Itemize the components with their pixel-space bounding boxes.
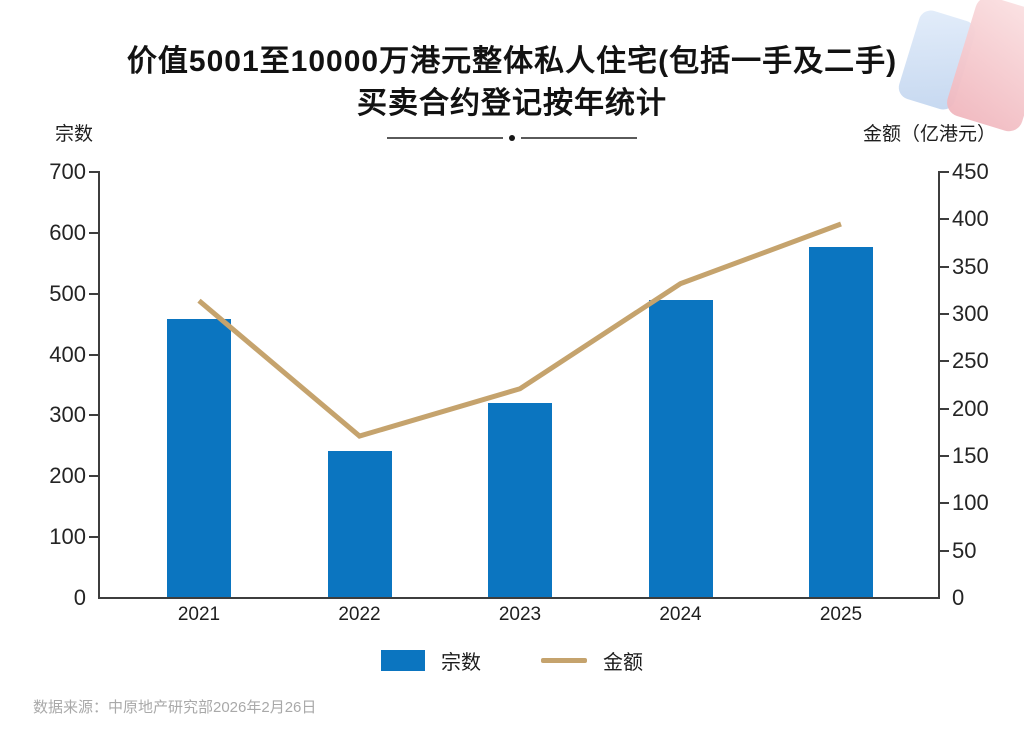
right-axis-title: 金额（亿港元） bbox=[862, 124, 996, 145]
right-tick-100 bbox=[940, 502, 949, 505]
x-label-2025: 2025 bbox=[819, 604, 863, 625]
right-tick-label-250: 250 bbox=[952, 348, 989, 374]
left-tick-label-200: 200 bbox=[49, 463, 86, 489]
legend: 宗数 金额 bbox=[0, 646, 1024, 675]
chart-title-line1: 价值5001至10000万港元整体私人住宅(包括一手及二手) bbox=[126, 45, 898, 78]
bar-2025 bbox=[809, 247, 873, 597]
x-label-2021: 2021 bbox=[177, 604, 221, 625]
bar-2024 bbox=[648, 300, 713, 597]
left-tick-600 bbox=[89, 231, 98, 234]
right-tick-label-300: 300 bbox=[952, 301, 989, 326]
left-axis-spine bbox=[98, 171, 100, 599]
right-tick-450 bbox=[940, 171, 949, 173]
right-tick-label-400: 400 bbox=[952, 206, 989, 232]
left-tick-300 bbox=[89, 414, 98, 417]
right-tick-400 bbox=[940, 218, 949, 221]
right-tick-label-200: 200 bbox=[952, 395, 989, 421]
left-tick-label-100: 100 bbox=[49, 524, 86, 550]
amount-line-swatch-icon bbox=[541, 658, 587, 663]
right-axis-spine bbox=[938, 171, 940, 599]
right-tick-label-100: 100 bbox=[952, 490, 989, 516]
right-tick-200 bbox=[940, 407, 949, 410]
bar-2023 bbox=[488, 403, 552, 597]
divider-line-left bbox=[387, 136, 503, 140]
chart-title-line2: 买卖合约登记按年统计 bbox=[357, 87, 667, 120]
left-tick-200 bbox=[89, 475, 98, 478]
right-tick-150 bbox=[940, 455, 949, 457]
legend-amount-label: 金额 bbox=[603, 652, 643, 674]
divider-dot bbox=[509, 135, 515, 141]
legend-item-cases: 宗数 bbox=[381, 646, 481, 675]
left-tick-label-700: 700 bbox=[49, 159, 86, 184]
right-tick-50 bbox=[940, 549, 949, 552]
legend-cases-label: 宗数 bbox=[441, 652, 481, 674]
left-tick-label-600: 600 bbox=[49, 219, 86, 245]
left-tick-100 bbox=[89, 536, 98, 539]
left-tick-label-300: 300 bbox=[49, 402, 86, 428]
left-tick-label-500: 500 bbox=[49, 280, 86, 306]
left-tick-400 bbox=[89, 353, 98, 356]
legend-item-amount: 金额 bbox=[541, 646, 643, 675]
data-source-note: 数据来源：中原地产研究部2026年2月26日 bbox=[33, 699, 317, 716]
title-divider bbox=[387, 132, 637, 144]
x-label-2022: 2022 bbox=[338, 604, 381, 625]
right-tick-label-450: 450 bbox=[952, 159, 989, 184]
x-label-2023: 2023 bbox=[498, 604, 542, 625]
left-tick-label-0: 0 bbox=[73, 585, 86, 610]
bar-2021 bbox=[167, 318, 231, 597]
divider-line-right bbox=[521, 136, 637, 140]
right-tick-300 bbox=[940, 313, 949, 315]
x-axis-spine bbox=[98, 597, 940, 599]
right-tick-350 bbox=[940, 265, 949, 268]
right-tick-label-50: 50 bbox=[952, 537, 977, 563]
bar-2022 bbox=[327, 450, 392, 597]
cases-bar-swatch-icon bbox=[381, 650, 425, 671]
right-tick-label-150: 150 bbox=[952, 443, 989, 468]
left-axis-title: 宗数 bbox=[55, 124, 94, 145]
right-tick-label-350: 350 bbox=[952, 253, 989, 279]
left-tick-label-400: 400 bbox=[49, 341, 86, 367]
left-tick-500 bbox=[89, 292, 98, 295]
x-label-2024: 2024 bbox=[659, 604, 702, 625]
right-tick-label-0: 0 bbox=[952, 585, 965, 610]
right-tick-250 bbox=[940, 360, 949, 363]
left-tick-700 bbox=[89, 171, 98, 173]
